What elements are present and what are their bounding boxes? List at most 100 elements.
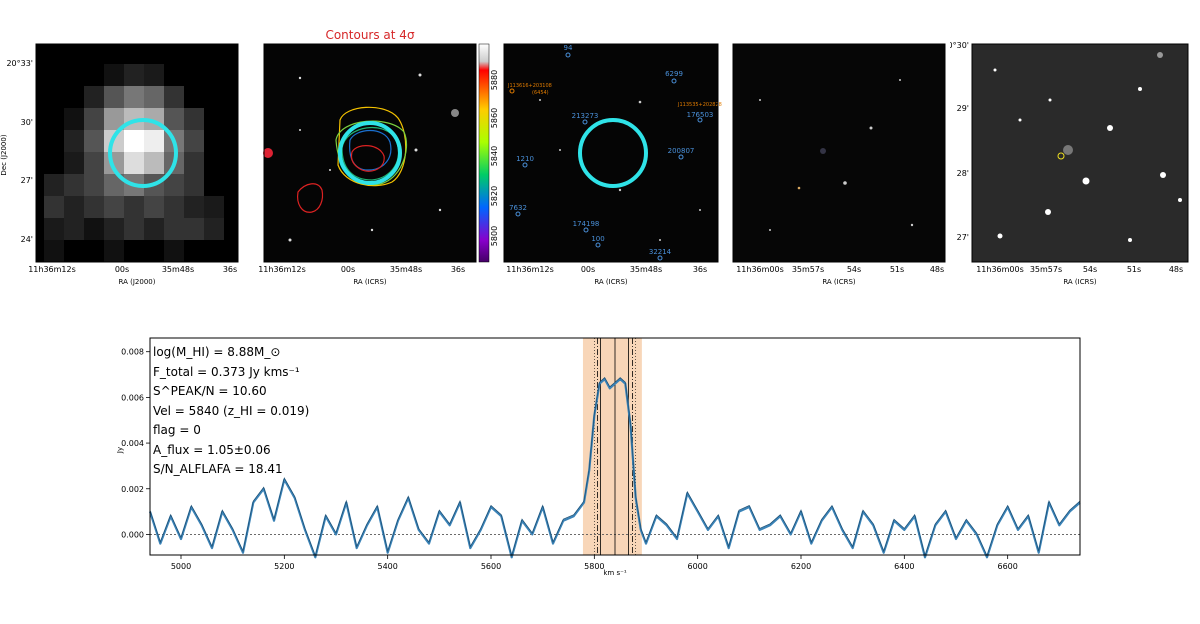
catalog-label: 200807 xyxy=(668,147,695,155)
catalog-label: 94 xyxy=(564,44,573,52)
optical-frame xyxy=(732,43,946,263)
catalog-label: 1210 xyxy=(516,155,534,163)
spectrum-chart: 5000 5200 5400 5600 5800 6000 6200 6400 6600 0.00… xyxy=(116,337,1081,577)
x-tick-label: 5000 xyxy=(171,562,191,571)
x-tick-label: 36s xyxy=(451,265,465,274)
target-circle xyxy=(338,121,402,185)
y-tick-label: 29' xyxy=(957,104,969,113)
x-tick-label: 5200 xyxy=(274,562,294,571)
x-tick-label: 00s xyxy=(115,265,129,274)
optical-frame xyxy=(503,43,719,263)
colorbar xyxy=(478,43,490,263)
x-tick-label: 11h36m00s xyxy=(976,265,1024,274)
x-tick-label: 35m48s xyxy=(390,265,422,274)
contour-panel-title: Contours at 4σ xyxy=(325,28,415,42)
x-axis-title: RA (J2000) xyxy=(119,278,156,286)
panel-hi-map: 20°33' 30' 27' 24' 11h36m12s 00s 35m48s … xyxy=(0,43,239,286)
annotation-line: flag = 0 xyxy=(153,423,201,437)
x-axis-title: RA (ICRS) xyxy=(594,278,628,286)
x-axis-title: km s⁻¹ xyxy=(603,569,626,577)
catalog-markers xyxy=(509,52,703,261)
catalog-label: 176503 xyxy=(687,111,714,119)
x-tick-label: 6400 xyxy=(894,562,914,571)
y-tick-label: 30' xyxy=(21,118,33,127)
catalog-label: 7632 xyxy=(509,204,527,212)
spectrum-annotations: log(M_HI) = 8.88M_⊙ F_total = 0.373 Jy k… xyxy=(153,343,309,480)
catalog-label: 6299 xyxy=(665,70,683,78)
x-tick-label: 11h36m12s xyxy=(258,265,306,274)
x-tick-label: 5600 xyxy=(481,562,501,571)
catalog-label: 174198 xyxy=(573,220,600,228)
catalog-label: 213273 xyxy=(572,112,599,120)
x-tick-label: 35m57s xyxy=(792,265,824,274)
y-tick-label: 0.004 xyxy=(121,439,144,448)
y-tick-label: 28' xyxy=(957,169,969,178)
x-tick-label: 35m48s xyxy=(162,265,194,274)
target-circle xyxy=(578,118,648,188)
annotation-line: A_flux = 1.05±0.06 xyxy=(153,442,271,457)
colorbar-tick-label: 5880 xyxy=(490,70,499,90)
x-tick-label: 00s xyxy=(581,265,595,274)
x-tick-label: 35m57s xyxy=(1030,265,1062,274)
x-tick-label: 11h36m12s xyxy=(506,265,554,274)
target-marker xyxy=(1057,152,1065,160)
stars xyxy=(993,52,1182,242)
x-axis-title: RA (ICRS) xyxy=(353,278,387,286)
x-tick-label: 11h36m00s xyxy=(736,265,784,274)
grayscale-frame xyxy=(971,43,1189,263)
optical-image-background xyxy=(733,44,945,262)
annotation-line: S^PEAK/N = 10.60 xyxy=(153,384,267,398)
colorbar-tick-label: 5800 xyxy=(490,226,499,246)
x-tick-label: 00s xyxy=(341,265,355,274)
colorbar-tick-label: 5840 xyxy=(490,146,499,166)
x-tick-label: 6000 xyxy=(687,562,707,571)
x-tick-label: 6600 xyxy=(997,562,1017,571)
x-tick-label: 11h36m12s xyxy=(28,265,76,274)
x-tick-label: 36s xyxy=(693,265,707,274)
annotation-line: Vel = 5840 (z_HI = 0.019) xyxy=(153,403,310,418)
stars xyxy=(759,79,914,231)
stars xyxy=(263,73,459,242)
x-tick-label: 35m48s xyxy=(630,265,662,274)
x-tick-label: 48s xyxy=(1169,265,1183,274)
x-tick-label: 48s xyxy=(930,265,944,274)
x-tick-label: 54s xyxy=(1083,265,1097,274)
series-layer xyxy=(148,377,1081,559)
y-tick-label: 0.008 xyxy=(121,348,144,357)
annotation-line: log(M_HI) = 8.88M_⊙ xyxy=(153,345,281,359)
spectrum-raw-line xyxy=(149,377,1081,558)
x-tick-label: 36s xyxy=(223,265,237,274)
y-tick-label: 27' xyxy=(957,233,969,242)
x-tick-label: 5400 xyxy=(377,562,397,571)
colorbar-tick-label: 5860 xyxy=(490,108,499,128)
x-tick-label: 6200 xyxy=(791,562,811,571)
optical-image-background xyxy=(264,44,476,262)
y-axis-title: Dec (J2000) xyxy=(0,134,8,175)
panel-contour-overlay: 5880 5860 5840 5820 5800 11h36m12s 00s 3… xyxy=(258,43,499,286)
catalog-label: J113616+203108 xyxy=(507,83,552,89)
x-axis-title: RA (ICRS) xyxy=(1063,278,1097,286)
panel-catalog-overlay: 94 6299 J113616+203108 (6454) J113535+20… xyxy=(503,43,722,286)
hi-map-frame xyxy=(35,43,239,263)
y-tick-label: 20°30' xyxy=(950,41,969,50)
panel-optical-zoom: 11h36m00s 35m57s 54s 51s 48s RA (ICRS) xyxy=(732,43,946,286)
optical-frame xyxy=(263,43,477,263)
x-tick-label: 5800 xyxy=(584,562,604,571)
stars xyxy=(539,99,701,241)
plot-frame xyxy=(149,337,1081,556)
tick-layer: 5000 5200 5400 5600 5800 6000 6200 6400 6600 0.00… xyxy=(121,348,1018,571)
catalog-label: 32214 xyxy=(649,248,672,256)
y-axis-title: Jy xyxy=(116,447,124,454)
colorbar-tick-label: 5820 xyxy=(490,186,499,206)
spectrum-line xyxy=(148,378,1081,559)
y-tick-label: 27' xyxy=(21,176,33,185)
panel-grayscale-image: 20°30' 29' 28' 27' 11h36m00s 35m57s 54s … xyxy=(950,41,1189,286)
y-tick-label: 0.002 xyxy=(121,485,144,494)
y-tick-label: 24' xyxy=(21,235,33,244)
catalog-label: J113535+202828 xyxy=(677,102,722,108)
y-tick-label: 0.006 xyxy=(121,393,144,402)
annotation-line: F_total = 0.373 Jy kms⁻¹ xyxy=(153,364,300,379)
target-circle xyxy=(108,118,178,188)
x-tick-label: 51s xyxy=(890,265,904,274)
catalog-label: 100 xyxy=(591,235,604,243)
